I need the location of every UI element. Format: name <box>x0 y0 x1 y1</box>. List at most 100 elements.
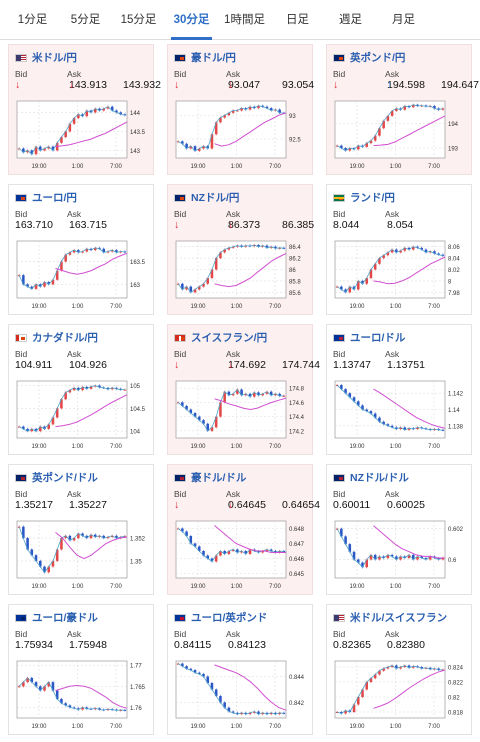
candle <box>185 143 188 149</box>
tab-7[interactable]: 月足 <box>392 14 415 26</box>
pair-title[interactable]: ランド/円 <box>333 191 395 204</box>
ask-label: Ask <box>226 209 241 219</box>
candle <box>420 667 423 669</box>
mini-chart[interactable]: 0.824 0.822 0.82 0.818 19:00 1:00 7:00 <box>331 657 469 732</box>
pair-title[interactable]: ユーロ/英ポンド <box>174 611 267 624</box>
pair-title[interactable]: NZドル/円 <box>174 191 239 204</box>
pair-name[interactable]: ユーロ/円 <box>32 192 77 204</box>
candle <box>51 146 55 151</box>
rate-card[interactable]: ユーロ/ドル Bid Ask 1.13747 1.13751 1.142 1.14 1.138… <box>326 324 472 455</box>
bid-ask-values: ↓ 174.692↓ 174.744 <box>174 359 320 371</box>
mini-chart[interactable]: 0.844 0.842 19:00 1:00 7:00 <box>172 657 310 732</box>
rate-card[interactable]: NZドル/ドル Bid Ask 0.60011 0.60025 0.602 0.6 19:00… <box>326 464 472 595</box>
candle <box>210 427 214 431</box>
candle <box>335 286 339 288</box>
pair-title[interactable]: 豪ドル/ドル <box>174 471 246 484</box>
candle <box>227 247 231 250</box>
candle <box>357 145 360 150</box>
tab-5[interactable]: 日足 <box>286 14 309 26</box>
pair-name[interactable]: 米ドル/円 <box>32 52 77 64</box>
x-tick-label: 19:00 <box>31 164 47 170</box>
mini-chart[interactable]: 0.602 0.6 19:00 1:00 7:00 <box>331 517 469 592</box>
rate-card[interactable]: 米ドル/スイスフラン Bid Ask 0.82365 0.82380 0.824 0.822… <box>326 604 472 735</box>
mini-chart[interactable]: 163.5 163 19:00 1:00 7:00 <box>13 237 151 312</box>
candle <box>361 562 364 568</box>
candle <box>89 386 93 389</box>
tab-3[interactable]: 30分足 <box>165 0 218 40</box>
pair-title[interactable]: カナダドル/円 <box>15 331 98 344</box>
pair-title[interactable]: 豪ドル/円 <box>174 51 236 64</box>
candle <box>39 426 42 432</box>
pair-name[interactable]: カナダドル/円 <box>32 332 98 344</box>
rate-card[interactable]: ユーロ/英ポンド Bid Ask 0.84115 0.84123 0.844 0.842 19… <box>167 604 313 735</box>
mini-chart[interactable]: 86.4 86.2 86 85.8 85.6 19:00 1:00 7:00 <box>172 237 310 312</box>
rate-card[interactable]: ユーロ/豪ドル Bid Ask 1.75934 1.75948 1.77 1.765 1.76… <box>8 604 154 735</box>
pair-name[interactable]: 豪ドル/ドル <box>191 472 247 484</box>
pair-title[interactable]: ユーロ/豪ドル <box>15 611 98 624</box>
candle <box>202 673 205 677</box>
candle <box>185 531 188 536</box>
pair-title[interactable]: ユーロ/円 <box>15 191 77 204</box>
candle <box>30 150 34 155</box>
mini-chart[interactable]: 1.77 1.765 1.76 19:00 1:00 7:00 <box>13 657 151 732</box>
pair-title[interactable]: 米ドル/スイスフラン <box>333 611 447 624</box>
mini-chart[interactable]: 1.142 1.14 1.138 19:00 1:00 7:00 <box>331 377 469 452</box>
pair-name[interactable]: 英ポンド/ドル <box>32 472 98 484</box>
pair-title[interactable]: 英ポンド/円 <box>333 51 405 64</box>
mini-chart[interactable]: 144 143.5 143 19:00 1:00 7:00 <box>13 97 151 172</box>
y-tick-label: 105 <box>130 384 141 390</box>
tab-2[interactable]: 15分足 <box>120 14 157 26</box>
candle <box>214 258 218 270</box>
mini-chart[interactable]: 8.06 8.04 8.02 8 7.98 19:00 1:00 7:00 <box>331 237 469 312</box>
mini-chart[interactable]: 0.648 0.647 0.646 0.645 19:00 1:00 7:00 <box>172 517 310 592</box>
candle <box>261 105 264 107</box>
pair-name[interactable]: ユーロ/ドル <box>350 332 406 344</box>
rate-card[interactable]: カナダドル/円 Bid Ask 104.911 104.926 105 104.5 104 19… <box>8 324 154 455</box>
rate-card[interactable]: ユーロ/円 Bid Ask 163.710 163.715 163.5 163 19:00 1:… <box>8 184 154 315</box>
pair-name[interactable]: ユーロ/英ポンド <box>191 612 268 624</box>
pair-name[interactable]: ランド/円 <box>350 192 395 204</box>
candle <box>352 704 356 712</box>
candle <box>189 286 193 293</box>
mini-chart[interactable]: 1.352 1.35 19:00 1:00 7:00 <box>13 517 151 592</box>
tab-6[interactable]: 週足 <box>339 14 362 26</box>
tab-4[interactable]: 1時間足 <box>224 14 265 26</box>
pair-name[interactable]: スイスフラン/円 <box>191 332 268 344</box>
rate-card[interactable]: 英ポンド/円 Bid Ask ↓ 194.598↑ 194.647 194 193 19:00 1… <box>326 44 479 175</box>
pair-title[interactable]: スイスフラン/円 <box>174 331 267 344</box>
pair-name[interactable]: NZドル/円 <box>191 192 240 204</box>
candle <box>106 251 110 253</box>
pair-title[interactable]: ユーロ/ドル <box>333 331 405 344</box>
candle <box>51 682 55 691</box>
rate-card[interactable]: 米ドル/円 Bid Ask ↓ 143.913↓ 143.932 144 143.5 143 19… <box>8 44 161 175</box>
mini-chart[interactable]: 105 104.5 104 19:00 1:00 7:00 <box>13 377 151 452</box>
rate-card[interactable]: NZドル/円 Bid Ask ↓ 86.373↓ 86.385 86.4 86.2 86 85.8… <box>167 184 314 315</box>
rate-card[interactable]: ランド/円 Bid Ask 8.044 8.054 8.06 8.04 8.02 8 7.98 19… <box>326 184 472 315</box>
y-tick-label: 0.842 <box>289 701 305 707</box>
candle <box>60 137 63 143</box>
pair-name[interactable]: 英ポンド/円 <box>350 52 406 64</box>
rate-card[interactable]: 豪ドル/ドル Bid Ask ↓ 0.64645↓ 0.64654 0.648 0.647 0.… <box>167 464 320 595</box>
mini-chart[interactable]: 174.8 174.6 174.4 174.2 19:00 1:00 7:00 <box>172 377 310 452</box>
y-tick-label: 8 <box>448 279 452 285</box>
x-tick-label: 7:00 <box>110 724 122 730</box>
y-tick-label: 163 <box>130 283 141 289</box>
rate-card[interactable]: スイスフラン/円 Bid Ask ↓ 174.692↓ 174.744 174.8 174.6… <box>167 324 320 455</box>
pair-name[interactable]: 米ドル/スイスフラン <box>350 612 448 624</box>
pair-name[interactable]: ユーロ/豪ドル <box>32 612 98 624</box>
tab-1[interactable]: 5分足 <box>70 14 101 26</box>
pair-name[interactable]: 豪ドル/円 <box>191 52 236 64</box>
rate-card[interactable]: 英ポンド/ドル Bid Ask 1.35217 1.35227 1.352 1.35 19:0… <box>8 464 154 595</box>
pair-title[interactable]: 英ポンド/ドル <box>15 471 98 484</box>
pair-title[interactable]: 米ドル/円 <box>15 51 77 64</box>
mini-chart[interactable]: 194 193 19:00 1:00 7:00 <box>331 97 469 172</box>
pair-title[interactable]: NZドル/ドル <box>333 471 409 484</box>
tab-0[interactable]: 1分足 <box>17 14 48 26</box>
rate-card[interactable]: 豪ドル/円 Bid Ask ↓ 93.047↓ 93.054 93 92.5 19:00 1:00… <box>167 44 314 175</box>
mini-chart[interactable]: 93 92.5 19:00 1:00 7:00 <box>172 97 310 172</box>
candle <box>395 108 398 111</box>
pair-name[interactable]: NZドル/ドル <box>350 472 409 484</box>
candle <box>198 672 201 674</box>
candle <box>34 555 38 561</box>
x-tick-label: 1:00 <box>390 444 402 450</box>
